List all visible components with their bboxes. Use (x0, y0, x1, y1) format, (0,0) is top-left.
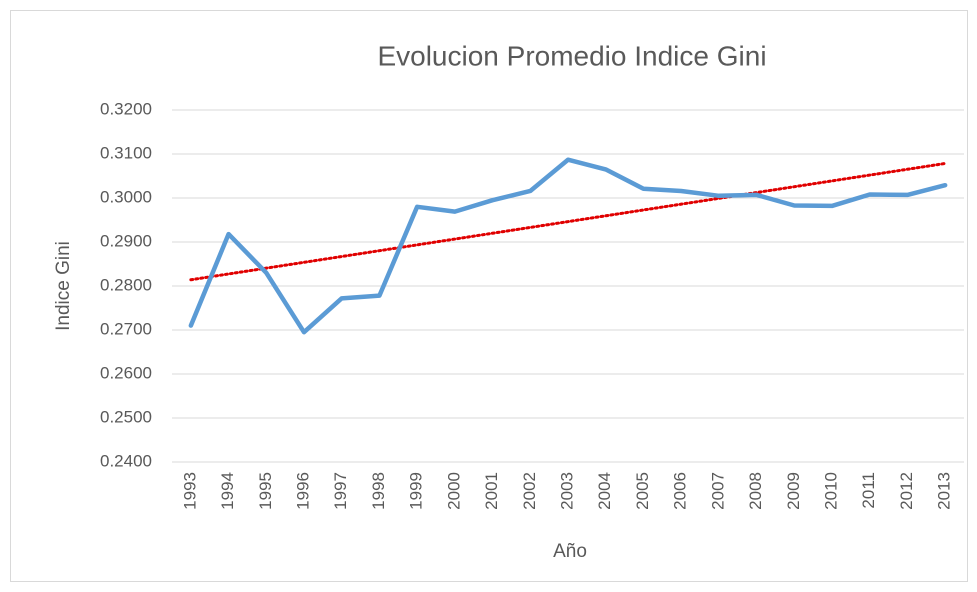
data-line (188, 157, 948, 335)
x-tick-label: 2003 (557, 472, 576, 510)
y-tick-label: 0.2700 (100, 319, 152, 338)
y-tick-label: 0.2400 (100, 451, 152, 470)
x-tick-label: 2013 (935, 472, 954, 510)
x-tick-label: 2008 (746, 472, 765, 510)
x-tick-label: 2000 (444, 472, 463, 510)
x-tick-label: 2007 (708, 472, 727, 510)
y-tick-label: 0.3100 (100, 143, 152, 162)
y-tick-label: 0.3000 (100, 187, 152, 206)
x-tick-label: 1997 (331, 472, 350, 510)
x-tick-label: 1994 (218, 472, 237, 510)
x-tick-label: 1999 (407, 472, 426, 510)
x-tick-label: 1993 (180, 472, 199, 510)
y-tick-label: 0.2900 (100, 231, 152, 250)
chart-title: Evolucion Promedio Indice Gini (377, 40, 766, 71)
x-tick-label: 2012 (897, 472, 916, 510)
x-tick-label: 1995 (256, 472, 275, 510)
x-tick-label: 2011 (859, 472, 878, 509)
y-tick-label: 0.2800 (100, 275, 152, 294)
y-tick-label: 0.2500 (100, 407, 152, 426)
x-tick-label: 2009 (784, 472, 803, 510)
y-tick-label: 0.3200 (100, 99, 152, 118)
chart-border (10, 10, 968, 582)
trendline (189, 161, 947, 282)
x-tick-label: 2010 (821, 472, 840, 510)
x-tick-label: 2006 (671, 472, 690, 510)
y-tick-label: 0.2600 (100, 363, 152, 382)
x-tick-label: 2005 (633, 472, 652, 510)
x-tick-label: 2004 (595, 472, 614, 510)
y-axis-title: Indice Gini (53, 241, 74, 331)
x-axis-title: Año (553, 541, 587, 562)
x-tick-label: 2001 (482, 472, 501, 510)
x-tick-label: 1998 (369, 472, 388, 510)
x-tick-label: 1996 (293, 472, 312, 510)
x-tick-label: 2002 (520, 472, 539, 510)
